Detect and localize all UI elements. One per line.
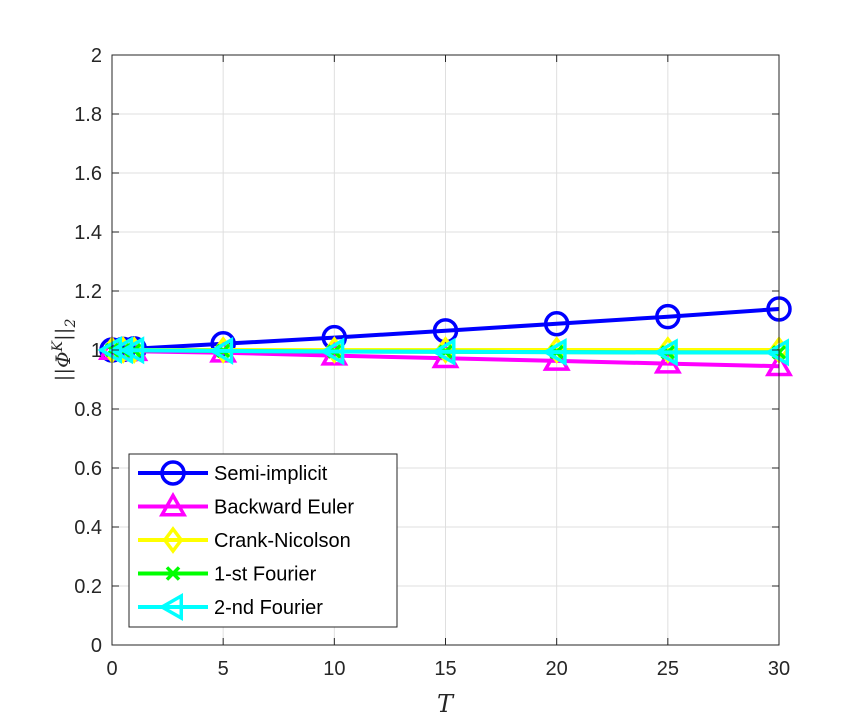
y-axis-label-close: ||	[51, 328, 76, 341]
legend-label: Backward Euler	[214, 497, 354, 519]
series-layer	[97, 296, 794, 377]
diamond-marker	[162, 526, 184, 554]
circle-marker	[160, 460, 186, 486]
y-tick-label: 0	[91, 635, 102, 657]
y-axis-label-sub: 2	[63, 319, 79, 329]
x-marker	[165, 566, 181, 581]
y-tick-label: 2	[91, 45, 102, 67]
triangle-left-marker	[158, 592, 183, 622]
legend-item: Semi-implicit	[138, 460, 328, 486]
legend-item: Crank-Nicolson	[138, 526, 351, 554]
legend-label: 2-nd Fourier	[214, 597, 323, 619]
x-tick-label: 30	[768, 658, 790, 680]
x-marker-stroke	[165, 566, 181, 581]
y-tick-label: 0.6	[74, 458, 102, 480]
x-tick-label: 15	[434, 658, 456, 680]
circle-marker	[210, 331, 236, 357]
y-tick-label: 0.8	[74, 399, 102, 421]
legend-label: Crank-Nicolson	[214, 530, 351, 552]
circle-marker	[655, 303, 681, 330]
triangle-left-marker	[108, 336, 134, 365]
triangle-left-marker	[319, 337, 345, 366]
series-line	[111, 348, 779, 355]
legend: Semi-implicit Backward Euler Crank-Nicolso…	[128, 453, 398, 628]
y-axis-label-open: ||Φ	[51, 352, 76, 382]
triangle-left-marker	[764, 338, 789, 367]
y-tick-label: 1.8	[74, 104, 102, 126]
x-tick-label: 20	[546, 658, 568, 680]
axis-ticks	[111, 54, 780, 646]
y-axis-label-sup: K	[50, 340, 66, 353]
x-tick-label: 25	[657, 658, 679, 680]
y-tick-label: 1.2	[74, 281, 102, 303]
triangle-left-marker	[119, 336, 145, 365]
x-tick-labels: 0 5 10 15 20 25 30	[106, 658, 790, 680]
circle-marker	[543, 310, 570, 337]
y-tick-label: 1	[91, 340, 102, 362]
triangle-left-marker	[542, 338, 567, 367]
x-tick-label: 10	[323, 658, 345, 680]
legend-item: Backward Euler	[138, 491, 354, 519]
y-tick-label: 0.4	[74, 517, 102, 539]
triangle-left-marker	[653, 338, 678, 367]
legend-label: 1-st Fourier	[214, 564, 317, 586]
y-tick-label: 0.2	[74, 576, 102, 598]
legend-item: 2-nd Fourier	[138, 592, 323, 622]
legend-label: Semi-implicit	[214, 463, 328, 485]
legend-entries: Semi-implicit Backward Euler Crank-Nicolso…	[138, 460, 354, 622]
y-tick-label: 1.4	[74, 222, 102, 244]
x-tick-label: 5	[218, 658, 229, 680]
triangle-left-marker	[208, 336, 234, 365]
x-tick-label: 0	[106, 658, 117, 680]
series-2-nd-fourier	[97, 335, 789, 367]
legend-item: 1-st Fourier	[138, 564, 317, 586]
y-tick-labels: 0 0.2 0.4 0.6 0.8 1 1.2 1.4 1.6 1.8 2	[74, 45, 102, 657]
triangle-left-marker	[430, 337, 456, 366]
x-axis-label: T	[437, 690, 455, 718]
y-tick-label: 1.6	[74, 163, 102, 185]
y-axis-label: ||ΦK||2	[50, 319, 79, 382]
triangle-marker	[158, 491, 188, 517]
